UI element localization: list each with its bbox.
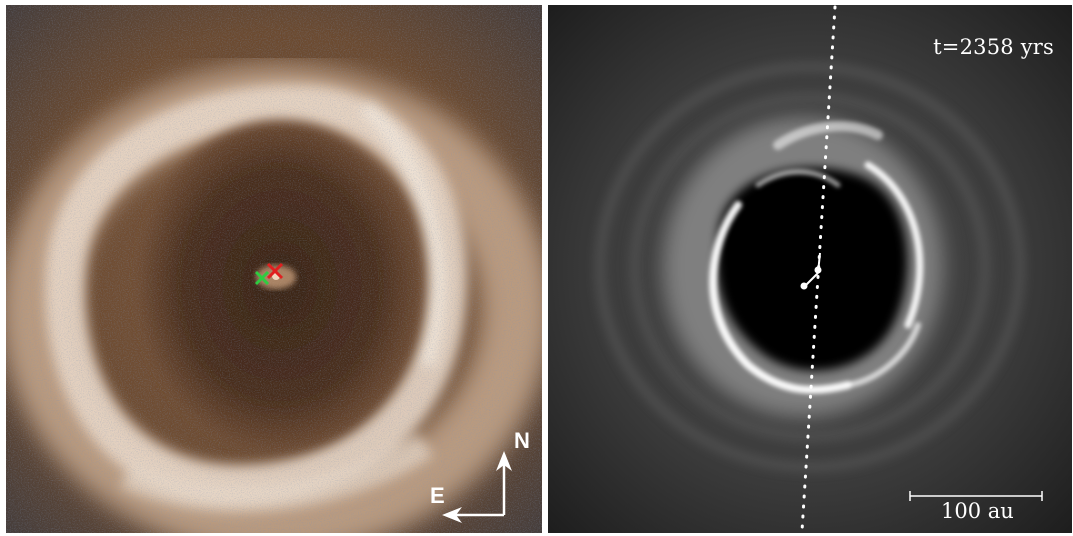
red-cross-marker	[266, 262, 284, 280]
simulation-image	[548, 5, 1072, 533]
north-label: N	[514, 428, 530, 453]
compass-arrows	[442, 451, 512, 523]
east-label: E	[430, 483, 445, 508]
scale-bar	[909, 491, 1043, 501]
time-label: t=2358 yrs	[933, 35, 1054, 59]
simulation-panel: t=2358 yrs 100 au	[548, 5, 1072, 533]
observation-panel: N E	[6, 5, 542, 533]
east-arrowhead	[442, 507, 462, 523]
north-arrowhead	[496, 451, 512, 471]
green-cross-marker	[254, 270, 270, 286]
observation-image	[6, 5, 542, 533]
scale-bar-label: 100 au	[941, 499, 1014, 523]
